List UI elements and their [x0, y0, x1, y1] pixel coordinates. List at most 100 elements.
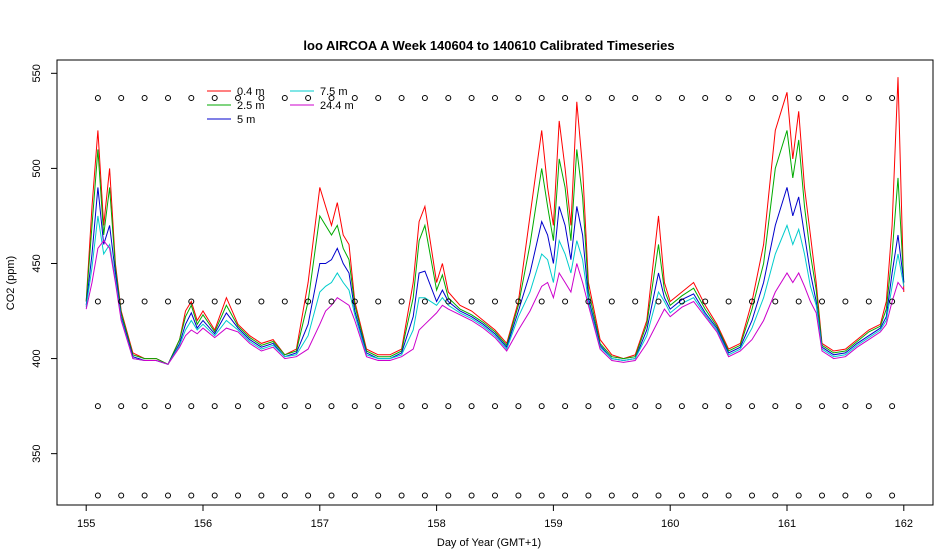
- calibration-point: [375, 403, 382, 410]
- calibration-point: [281, 492, 288, 499]
- calibration-point: [398, 403, 405, 410]
- calibration-point: [188, 298, 195, 305]
- calibration-point: [608, 298, 615, 305]
- calibration-point: [538, 298, 545, 305]
- series-line-4: [85, 239, 905, 365]
- calibration-point: [795, 298, 802, 305]
- series-line-0: [85, 77, 905, 365]
- calibration-point: [305, 95, 312, 101]
- x-tick-label: 162: [895, 518, 913, 530]
- calibration-point: [445, 403, 452, 410]
- calibration-point: [678, 95, 685, 101]
- calibration-point: [515, 95, 522, 101]
- calibration-point: [94, 95, 101, 101]
- calibration-point: [632, 492, 639, 499]
- x-tick-label: 158: [427, 518, 445, 530]
- calibration-point: [538, 95, 545, 101]
- calibration-point: [585, 403, 592, 410]
- calibration-point: [865, 95, 872, 101]
- calibration-point: [235, 492, 241, 499]
- calibration-point: [492, 492, 498, 499]
- calibration-point: [772, 403, 779, 410]
- calibration-point: [328, 403, 335, 410]
- plot-frame: [56, 59, 934, 506]
- calibration-point: [398, 95, 405, 101]
- x-axis-label: Day of Year (GMT+1): [437, 537, 541, 549]
- calibration-point: [608, 403, 615, 410]
- calibration-point: [328, 492, 335, 499]
- calibration-point: [165, 298, 171, 305]
- legend-label: 24.4 m: [320, 100, 354, 112]
- calibration-point: [141, 403, 148, 410]
- x-tick-label: 160: [661, 518, 679, 530]
- calibration-point: [725, 298, 732, 305]
- calibration-point: [258, 298, 265, 305]
- calibration-point: [421, 403, 428, 410]
- calibration-point: [702, 95, 709, 101]
- calibration-point: [889, 95, 896, 101]
- legend: 0.4 m 2.5 m 5 m 7.5 m 24.4 m: [207, 86, 354, 126]
- series-layer: [85, 77, 905, 365]
- calibration-point: [538, 403, 545, 410]
- calibration-point: [398, 492, 405, 499]
- calibration-point: [188, 95, 195, 101]
- calibration-point: [165, 403, 171, 410]
- calibration-point: [562, 95, 569, 101]
- calibration-point: [678, 403, 685, 410]
- calibration-point: [421, 492, 428, 499]
- calibration-point: [889, 492, 896, 499]
- calibration-point: [351, 298, 358, 305]
- calibration-point: [795, 95, 802, 101]
- calibration-point: [398, 298, 405, 305]
- y-tick-label: 500: [31, 159, 43, 177]
- calibration-point: [468, 403, 475, 410]
- calibration-point: [235, 298, 241, 305]
- calibration-point: [585, 298, 592, 305]
- calibration-point: [749, 403, 755, 410]
- calibration-point: [118, 403, 125, 410]
- calibration-point: [819, 403, 825, 410]
- x-tick-label: 156: [194, 518, 212, 530]
- calibration-point: [795, 403, 802, 410]
- calibration-point: [608, 95, 615, 101]
- calibration-point: [118, 492, 125, 499]
- calibration-point: [258, 492, 265, 499]
- calibration-point: [165, 95, 171, 101]
- calibration-point: [211, 492, 218, 499]
- series-line-2: [85, 187, 905, 365]
- y-tick-label: 400: [31, 349, 43, 367]
- y-axis: 350 400 450 500 550: [31, 64, 57, 463]
- legend-label: 5 m: [237, 114, 255, 126]
- chart-title: loo AIRCOA A Week 140604 to 140610 Calib…: [303, 38, 674, 53]
- calibration-point: [889, 298, 896, 305]
- calibration-point: [468, 95, 475, 101]
- y-axis-label: CO2 (ppm): [5, 256, 17, 310]
- calibration-point: [211, 403, 218, 410]
- x-axis: 155 156 157 158 159 160 161 162: [77, 505, 913, 530]
- calibration-point: [585, 95, 592, 101]
- calibration-point: [842, 298, 849, 305]
- series-line-1: [85, 130, 905, 365]
- calibration-point: [842, 403, 849, 410]
- x-tick-label: 157: [311, 518, 329, 530]
- calibration-point: [515, 298, 522, 305]
- calibration-point: [632, 95, 639, 101]
- y-tick-label: 550: [31, 64, 43, 82]
- calibration-point: [702, 403, 709, 410]
- calibration-point: [772, 298, 779, 305]
- calibration-point: [842, 95, 849, 101]
- calibration-point: [118, 298, 125, 305]
- calibration-point: [655, 403, 662, 410]
- calibration-point: [281, 298, 288, 305]
- calibration-point: [211, 95, 218, 101]
- calibration-point: [562, 298, 569, 305]
- calibration-point: [211, 298, 218, 305]
- calibration-point: [445, 492, 452, 499]
- calibration-point: [702, 298, 709, 305]
- calibration-point: [819, 95, 825, 101]
- calibration-point: [281, 403, 288, 410]
- calibration-point: [492, 95, 498, 101]
- calibration-point: [351, 492, 358, 499]
- calibration-point: [328, 95, 335, 101]
